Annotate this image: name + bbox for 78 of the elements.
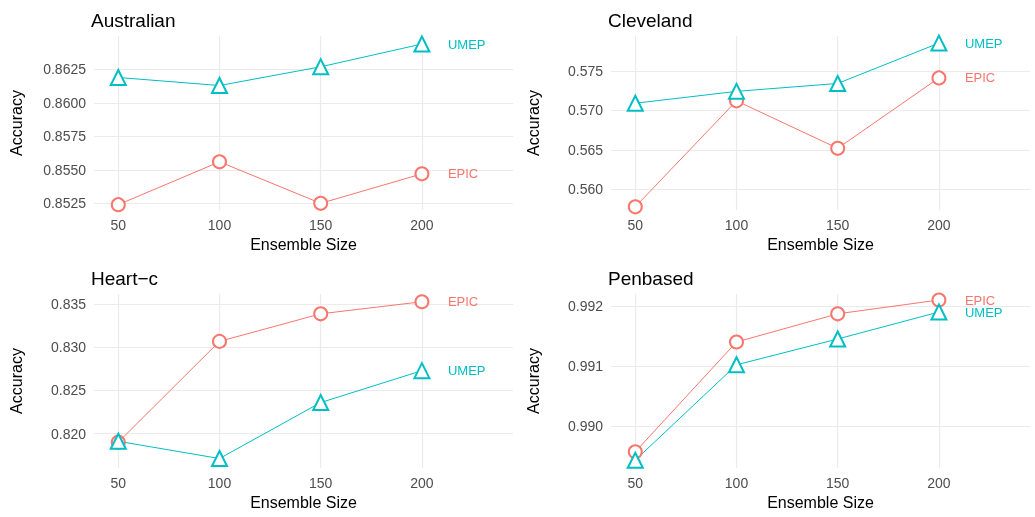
x-tick-label: 200: [927, 475, 951, 491]
series-label: EPIC: [447, 294, 479, 310]
point: [729, 334, 744, 350]
chart-title: Penbased: [608, 268, 694, 289]
y-tick-label: 0.992: [567, 298, 604, 314]
y-tick-label: 0.560: [567, 181, 604, 198]
point: [728, 356, 745, 374]
y-tick-label: 0.8600: [43, 94, 87, 111]
y-tick-label: 0.8625: [43, 61, 87, 78]
y-tick-label: 0.575: [567, 62, 604, 79]
x-axis-title: Ensemble Size: [250, 236, 357, 254]
point: [413, 362, 431, 380]
point: [212, 154, 227, 170]
chart-title: Heart−c: [91, 268, 159, 289]
point: [930, 303, 948, 321]
point: [830, 140, 846, 156]
point: [313, 306, 329, 322]
series-label: UMEP: [447, 363, 486, 379]
point: [211, 450, 228, 468]
y-tick-label: 0.8525: [43, 195, 87, 212]
point: [414, 166, 430, 182]
point: [109, 68, 127, 86]
point: [313, 195, 329, 211]
series-label: UMEP: [964, 35, 1003, 51]
point: [414, 294, 430, 310]
x-tick-label: 50: [110, 217, 127, 233]
y-axis-title: Accuracy: [524, 348, 542, 414]
x-tick-label: 150: [826, 475, 850, 491]
x-tick-label: 150: [309, 475, 333, 491]
x-tick-label: 50: [627, 475, 644, 491]
y-axis-title: Accuracy: [524, 90, 542, 156]
x-tick-label: 200: [410, 475, 434, 491]
y-tick-label: 0.820: [50, 425, 87, 442]
chart-title: Australian: [91, 10, 176, 31]
y-tick-label: 0.565: [567, 141, 604, 158]
x-tick-label: 200: [410, 217, 434, 233]
y-tick-label: 0.8550: [43, 161, 87, 178]
y-axis-title: Accuracy: [7, 90, 25, 156]
x-axis-title: Ensemble Size: [767, 494, 874, 512]
x-tick-label: 100: [724, 475, 749, 491]
point: [211, 77, 228, 95]
chart-title: Cleveland: [608, 10, 693, 31]
y-tick-label: 0.825: [50, 382, 87, 399]
x-axis-title: Ensemble Size: [767, 236, 874, 254]
point: [829, 330, 847, 348]
x-tick-label: 50: [627, 217, 644, 233]
point: [830, 306, 846, 322]
point: [829, 74, 847, 92]
point: [931, 292, 947, 308]
point: [312, 58, 330, 76]
series-label: EPIC: [447, 166, 479, 182]
x-tick-label: 150: [309, 217, 333, 233]
point: [110, 197, 126, 213]
x-tick-label: 100: [207, 217, 232, 233]
y-tick-label: 0.8575: [43, 128, 87, 145]
x-axis-title: Ensemble Size: [250, 494, 357, 512]
y-tick-label: 0.991: [567, 358, 604, 374]
point: [627, 199, 643, 215]
point: [626, 94, 644, 112]
y-tick-label: 0.835: [50, 296, 87, 313]
x-tick-label: 100: [207, 475, 232, 491]
point: [312, 394, 330, 412]
y-tick-label: 0.830: [50, 339, 87, 356]
point: [931, 70, 947, 86]
x-tick-label: 200: [927, 217, 951, 233]
x-tick-label: 50: [110, 475, 127, 491]
point: [930, 34, 948, 52]
point: [413, 35, 431, 53]
point: [728, 82, 745, 100]
point: [626, 451, 644, 469]
y-axis-title: Accuracy: [7, 348, 25, 414]
x-tick-label: 100: [724, 217, 749, 233]
series-label: UMEP: [447, 36, 486, 52]
x-tick-label: 150: [826, 217, 850, 233]
point: [212, 333, 227, 349]
series-label: EPIC: [964, 70, 996, 86]
y-tick-label: 0.990: [567, 418, 604, 434]
y-tick-label: 0.570: [567, 102, 604, 119]
